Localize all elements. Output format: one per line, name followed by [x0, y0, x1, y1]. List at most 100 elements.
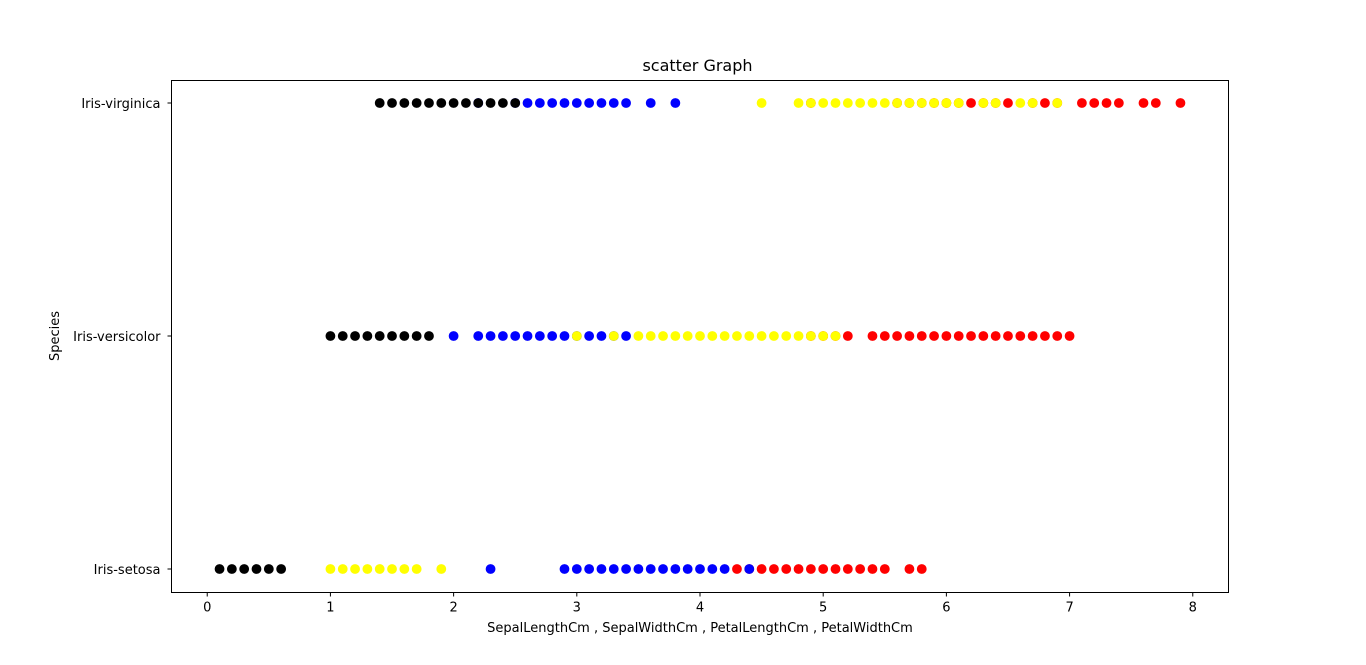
data-point [793, 331, 804, 341]
data-point [1064, 331, 1075, 341]
data-point [608, 564, 619, 574]
data-point [793, 564, 804, 574]
data-point [978, 98, 989, 108]
data-point [916, 331, 927, 341]
data-point [424, 331, 434, 341]
data-point [387, 98, 397, 108]
data-point [842, 98, 853, 108]
data-point [842, 331, 853, 341]
data-point [559, 564, 570, 574]
data-point [904, 564, 915, 574]
data-point [855, 564, 866, 574]
data-point [769, 564, 779, 574]
data-point [1015, 98, 1026, 108]
data-point [239, 564, 250, 574]
data-point [645, 331, 656, 341]
data-point [805, 564, 816, 574]
data-point [645, 564, 656, 574]
data-point [1027, 331, 1038, 341]
data-point [941, 331, 952, 341]
data-point [584, 331, 595, 341]
data-point [929, 98, 939, 108]
data-point [1027, 98, 1038, 108]
data-point [325, 331, 336, 341]
data-point [436, 564, 447, 574]
data-point [682, 331, 693, 341]
data-point [584, 98, 595, 108]
data-point [1077, 98, 1087, 108]
data-point [719, 564, 730, 574]
data-point [929, 331, 939, 341]
data-point [350, 564, 360, 574]
data-point [818, 98, 829, 108]
data-point [399, 564, 410, 574]
data-point [966, 98, 976, 108]
data-point [830, 564, 841, 574]
data-point [904, 98, 915, 108]
data-point [362, 564, 373, 574]
data-point [892, 331, 903, 341]
data-point [645, 98, 656, 108]
data-point [892, 98, 903, 108]
data-point [374, 98, 385, 108]
data-point [1040, 98, 1050, 108]
data-point [473, 98, 484, 108]
x-axis-label: SepalLengthCm , SepalWidthCm , PetalLeng… [487, 621, 913, 636]
data-point [855, 98, 866, 108]
data-point [1089, 98, 1100, 108]
data-point [399, 331, 410, 341]
data-point [707, 564, 718, 574]
data-point [867, 564, 878, 574]
data-point [879, 98, 890, 108]
data-point [399, 98, 410, 108]
data-point [670, 331, 681, 341]
data-point [596, 98, 607, 108]
x-tick-label-8: 8 [1189, 601, 1197, 616]
x-tick-label-6: 6 [942, 601, 950, 616]
data-point [473, 331, 484, 341]
x-tick-label-4: 4 [696, 601, 704, 616]
data-point [621, 331, 631, 341]
data-point [337, 331, 348, 341]
data-point [732, 331, 742, 341]
data-point [497, 331, 508, 341]
data-point [411, 98, 422, 108]
data-point [670, 564, 681, 574]
data-point [707, 331, 718, 341]
data-point [781, 331, 792, 341]
data-point [362, 331, 373, 341]
data-point [633, 564, 644, 574]
data-point [1003, 331, 1013, 341]
data-point [719, 331, 730, 341]
y-tick-label-iris-versicolor: Iris-versicolor [73, 330, 161, 345]
data-point [559, 331, 570, 341]
data-point [756, 564, 767, 574]
data-point [374, 564, 385, 574]
data-point [534, 331, 545, 341]
data-point [485, 98, 496, 108]
x-tick-label-1: 1 [326, 601, 334, 616]
data-point [1101, 98, 1112, 108]
data-point [633, 331, 644, 341]
data-point [953, 331, 964, 341]
data-point [904, 331, 915, 341]
data-point [387, 564, 397, 574]
data-point [276, 564, 287, 574]
data-point [1113, 98, 1124, 108]
data-point [1138, 98, 1149, 108]
x-axis: 0 1 2 3 4 5 6 7 8 [203, 592, 1197, 616]
data-point [1052, 98, 1063, 108]
data-point [571, 564, 582, 574]
y-axis-label: Species [48, 311, 63, 361]
data-point [411, 331, 422, 341]
data-point [547, 331, 558, 341]
x-tick-label-5: 5 [819, 601, 827, 616]
data-point [534, 98, 545, 108]
data-point [830, 331, 841, 341]
data-point [658, 564, 668, 574]
data-point [769, 331, 779, 341]
data-point [756, 98, 767, 108]
data-point [559, 98, 570, 108]
data-point [916, 564, 927, 574]
data-point [411, 564, 422, 574]
